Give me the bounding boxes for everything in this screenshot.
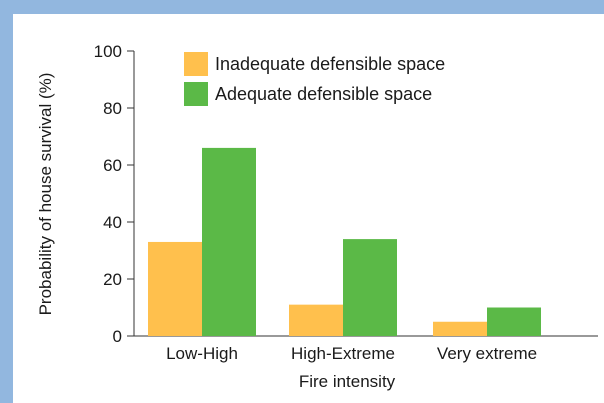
legend: Inadequate defensible space Adequate defe…: [184, 52, 445, 106]
bar-adequate: [343, 239, 397, 336]
chart-panel: 0 20 40 60 80 100 Low-High High-Extreme Very ext…: [13, 14, 604, 403]
x-category-label: Low-High: [166, 344, 238, 363]
y-tick-label: 0: [113, 327, 122, 346]
bar-adequate: [487, 307, 541, 336]
legend-swatch: [184, 52, 208, 76]
bars: [148, 147, 541, 336]
labels: 0 20 40 60 80 100 Low-High High-Extreme Very ext…: [36, 42, 537, 391]
bar-adequate: [202, 147, 256, 336]
x-category-label: Very extreme: [437, 344, 537, 363]
bar-inadequate: [148, 241, 202, 336]
legend-swatch: [184, 82, 208, 106]
y-tick-label: 100: [94, 42, 122, 61]
x-axis-title: Fire intensity: [299, 372, 396, 391]
bar-inadequate: [433, 321, 487, 336]
y-tick-label: 80: [103, 99, 122, 118]
y-tick-label: 40: [103, 213, 122, 232]
y-tick-label: 60: [103, 156, 122, 175]
y-tick-label: 20: [103, 270, 122, 289]
legend-label: Adequate defensible space: [215, 84, 432, 104]
y-axis-title: Probability of house survival (%): [36, 73, 55, 316]
bar-inadequate: [289, 304, 343, 336]
x-category-label: High-Extreme: [291, 344, 395, 363]
legend-label: Inadequate defensible space: [215, 54, 445, 74]
bar-chart: 0 20 40 60 80 100 Low-High High-Extreme Very ext…: [36, 42, 598, 391]
